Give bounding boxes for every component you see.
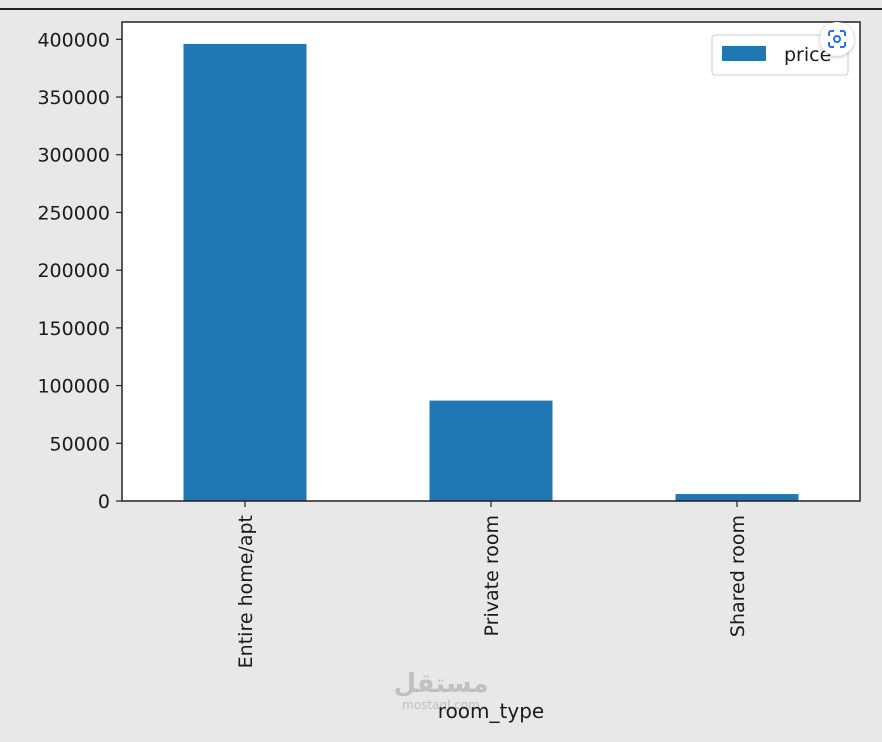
watermark-site: mostaql.com xyxy=(402,698,480,712)
y-tick-label: 0 xyxy=(98,491,110,513)
bars-group xyxy=(183,43,799,502)
legend: price xyxy=(711,34,849,76)
bar-entire-home-apt xyxy=(183,43,307,502)
x-tick-label: Entire home/apt xyxy=(235,515,257,668)
y-tick-label: 400000 xyxy=(37,29,110,51)
watermark-logo-text: مستقل xyxy=(393,669,489,699)
watermark: مستقل mostaql.com xyxy=(386,670,496,712)
google-lens-icon xyxy=(828,30,846,48)
bar-private-room xyxy=(429,400,553,501)
y-tick-label: 50000 xyxy=(50,433,110,455)
y-axis: 0 50000 100000 150000 200000 250000 300000 3500… xyxy=(37,29,122,513)
top-border xyxy=(0,8,882,10)
y-tick-label: 350000 xyxy=(37,87,110,109)
x-tick-label: Shared room xyxy=(727,515,749,637)
legend-label: price xyxy=(784,44,831,66)
plot-frame xyxy=(121,21,861,502)
x-axis-label: room_type xyxy=(438,699,544,723)
x-axis: Entire home/apt Private room Shared room xyxy=(235,501,749,668)
bar-shared-room xyxy=(675,494,799,501)
y-tick-label: 150000 xyxy=(37,318,110,340)
legend-box xyxy=(711,34,849,76)
legend-swatch xyxy=(722,46,766,61)
y-tick-label: 100000 xyxy=(37,376,110,398)
image-search-button[interactable] xyxy=(820,22,854,56)
y-tick-label: 250000 xyxy=(37,202,110,224)
y-tick-label: 200000 xyxy=(37,260,110,282)
x-tick-label: Private room xyxy=(481,515,503,636)
y-tick-label: 300000 xyxy=(37,145,110,167)
